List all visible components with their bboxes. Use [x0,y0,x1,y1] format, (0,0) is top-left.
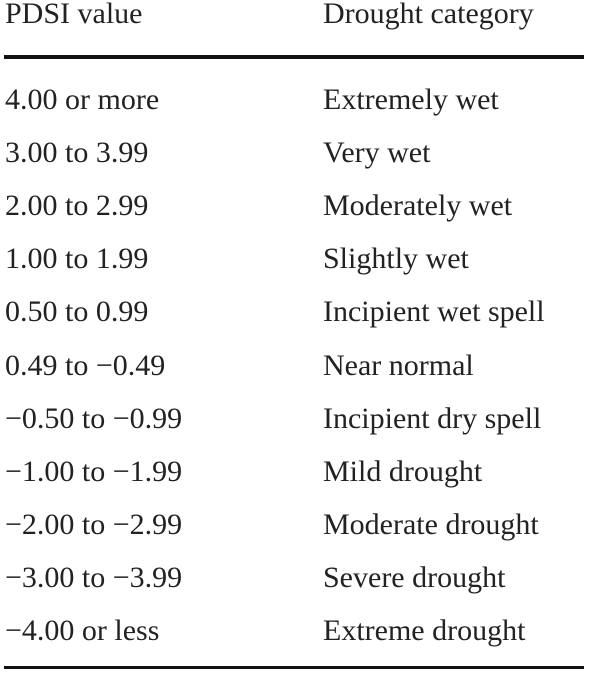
table-cell: 3.00 to 3.99 [5,136,149,170]
table-cell: Extremely wet [323,83,499,116]
header-cell: PDSI value [5,0,143,30]
table-cell: −1.00 to −1.99 [5,454,183,488]
table-cell: −4.00 or less [5,614,160,647]
table-cell: Moderate drought [323,507,539,541]
table-cell: Very wet [323,136,431,170]
table-cell: Slightly wet [323,242,469,276]
table-cell: Near normal [323,348,474,382]
table-cell: Extreme drought [323,614,526,647]
table-cell: 0.50 to 0.99 [5,295,149,329]
bottom-rule [4,666,584,669]
table-cell: −3.00 to −3.99 [5,560,183,594]
table-cell: −2.00 to −2.99 [5,507,183,541]
header-rule [4,55,584,59]
header-cell: Drought category [323,0,534,30]
table-cell: 4.00 or more [5,83,160,116]
table-cell: Mild drought [323,454,483,488]
table-cell: Moderately wet [323,189,513,223]
table-cell: 0.49 to −0.49 [5,348,166,382]
table-cell: 1.00 to 1.99 [5,242,149,276]
table-cell: Severe drought [323,560,506,594]
table-cell: Incipient dry spell [323,401,542,435]
table-cell: 2.00 to 2.99 [5,189,149,223]
table-cell: −0.50 to −0.99 [5,401,183,435]
table-cell: Incipient wet spell [323,295,545,329]
